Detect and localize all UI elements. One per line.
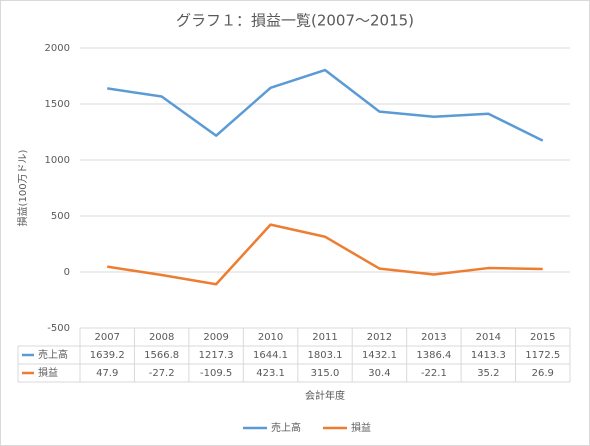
x-tick-label: 2011 [312, 332, 337, 343]
table-value: 1803.1 [308, 350, 343, 361]
table-value: 30.4 [368, 368, 390, 379]
legend-label: 損益 [351, 421, 371, 434]
table-value: 1644.1 [253, 350, 288, 361]
table-value: -109.5 [200, 368, 232, 379]
x-tick-label: 2010 [258, 332, 283, 343]
table-value: 26.9 [532, 368, 554, 379]
table-value: 1172.5 [525, 350, 560, 361]
x-tick-label: 2015 [530, 332, 555, 343]
table-value: 315.0 [311, 368, 340, 379]
y-tick-label: 2000 [45, 43, 70, 54]
x-tick-label: 2012 [367, 332, 392, 343]
table-value: 35.2 [477, 368, 499, 379]
table-value: 1413.3 [471, 350, 506, 361]
x-tick-label: 2009 [203, 332, 228, 343]
chart-title: グラフ１：損益一覧(2007～2015) [176, 12, 414, 30]
table-value: -27.2 [149, 368, 175, 379]
y-tick-label: -500 [47, 323, 70, 334]
y-tick-label: 500 [51, 211, 70, 222]
table-row-label: 損益 [38, 366, 58, 379]
table-value: 1386.4 [416, 350, 451, 361]
x-tick-label: 2013 [421, 332, 446, 343]
y-tick-label: 1500 [45, 99, 70, 110]
series-line [107, 68, 544, 142]
table-value: 423.1 [256, 368, 285, 379]
x-tick-label: 2014 [476, 332, 501, 343]
table-value: -22.1 [421, 368, 447, 379]
y-tick-label: 1000 [45, 155, 70, 166]
y-tick-label: 0 [64, 267, 70, 278]
table-value: 1639.2 [90, 350, 125, 361]
series-line [107, 223, 543, 286]
legend-label: 売上高 [271, 421, 301, 434]
y-axis-title: 損益(100万ドル) [16, 149, 29, 226]
x-axis-title: 会計年度 [305, 389, 345, 402]
x-tick-label: 2007 [94, 332, 119, 343]
table-value: 47.9 [96, 368, 118, 379]
table-value: 1566.8 [144, 350, 179, 361]
table-value: 1432.1 [362, 350, 397, 361]
table-value: 1217.3 [199, 350, 234, 361]
x-tick-label: 2008 [149, 332, 174, 343]
table-row-label: 売上高 [38, 348, 68, 361]
